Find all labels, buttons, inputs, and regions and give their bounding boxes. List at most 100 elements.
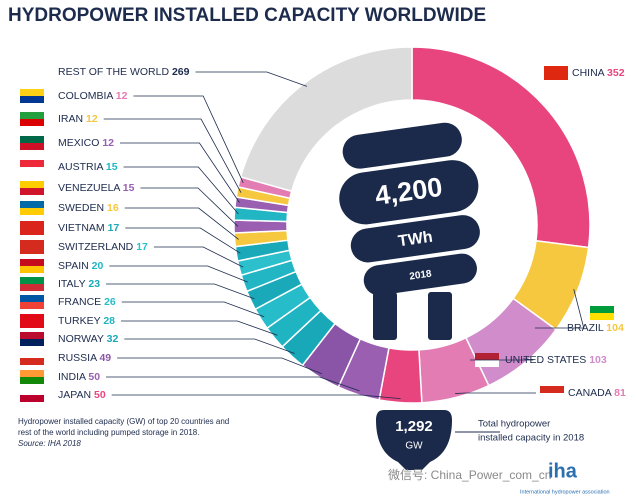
value-label: 269 [172, 66, 190, 78]
segment-label: VIETNAM 17 [58, 222, 119, 234]
segment-label: JAPAN 50 [58, 389, 106, 401]
flag [20, 321, 44, 328]
bulb-leg [373, 292, 397, 340]
category-name: SPAIN [58, 260, 89, 272]
bulb-band [363, 253, 477, 296]
note: rest of the world including pumped stora… [18, 428, 199, 437]
flag [544, 73, 568, 80]
flag [590, 313, 614, 320]
value-label: 12 [116, 90, 128, 102]
flag [20, 266, 44, 273]
watermark: 微信号: China_Power_com_cn [388, 468, 551, 482]
segment-label: UNITED STATES 103 [505, 354, 607, 366]
category-name: UNITED STATES [505, 354, 586, 366]
leader-line [117, 357, 322, 375]
segment-label: RUSSIA 49 [58, 352, 111, 364]
category-name: JAPAN [58, 389, 91, 401]
value-label: 32 [107, 333, 119, 345]
bulb-base [376, 410, 452, 470]
flag [20, 208, 44, 215]
flag [475, 353, 499, 360]
leader-line [121, 301, 265, 318]
category-name: FRANCE [58, 296, 101, 308]
logo: iha [548, 460, 578, 482]
value-label: 17 [108, 222, 120, 234]
segment-label: FRANCE 26 [58, 296, 116, 308]
flag [20, 259, 44, 266]
value-label: 26 [104, 296, 116, 308]
leader-line [195, 71, 308, 87]
logo-subtitle: International hydropower association [520, 489, 610, 495]
total-value: 1,292 [395, 418, 433, 435]
flag [20, 377, 44, 384]
flag [20, 143, 44, 150]
value-label: 16 [107, 202, 119, 214]
category-name: INDIA [58, 371, 86, 383]
flag [20, 119, 44, 126]
leader-line [470, 358, 534, 361]
leader-line [125, 227, 241, 254]
donut-segment [239, 46, 413, 193]
category-name: TURKEY [58, 315, 101, 327]
leader-line [103, 118, 242, 193]
value-label: 49 [99, 352, 111, 364]
value-label: 104 [606, 322, 624, 334]
leader-line [123, 166, 239, 215]
segment-label: AUSTRIA 15 [58, 161, 118, 173]
category-name: ITALY [58, 278, 86, 290]
flag [20, 295, 44, 302]
total-label: Total hydropower [478, 419, 550, 430]
segment-label: REST OF THE WORLD 269 [58, 66, 190, 78]
category-name: SWEDEN [58, 202, 104, 214]
segment-label: VENEZUELA 15 [58, 182, 135, 194]
flag [475, 360, 499, 367]
flag [20, 89, 44, 96]
category-name: REST OF THE WORLD [58, 66, 169, 78]
total-unit: GW [405, 441, 423, 452]
leader-line [455, 392, 536, 394]
flag [540, 393, 564, 400]
segment-label: NORWAY 32 [58, 333, 118, 345]
segment-label: IRAN 12 [58, 113, 98, 125]
value-label: 12 [102, 137, 114, 149]
leader-line [106, 376, 360, 392]
flag [20, 339, 44, 346]
leader-line [133, 95, 244, 184]
bulb-band [339, 160, 479, 225]
flag [20, 96, 44, 103]
value-label: 50 [94, 389, 106, 401]
flag [590, 306, 614, 313]
source: Source: IHA 2018 [18, 439, 81, 448]
flag [20, 332, 44, 339]
flag [20, 284, 44, 291]
value-label: 15 [123, 182, 135, 194]
flag [20, 247, 44, 254]
category-name: CANADA [568, 387, 612, 399]
leader-line [120, 142, 240, 203]
value-label: 81 [614, 387, 626, 399]
category-name: VENEZUELA [58, 182, 120, 194]
chart-title: HYDROPOWER INSTALLED CAPACITY WORLDWIDE [8, 5, 486, 26]
segment-label: TURKEY 28 [58, 315, 115, 327]
segment-label: INDIA 50 [58, 371, 100, 383]
leader-line [121, 320, 278, 336]
flag [20, 277, 44, 284]
center-year: 2018 [409, 268, 433, 282]
segment-label: BRAZIL 104 [567, 322, 624, 334]
flag [20, 160, 44, 167]
segment-label: COLOMBIA 12 [58, 90, 128, 102]
value-label: 28 [103, 315, 115, 327]
flag [20, 240, 44, 247]
total-label: installed capacity in 2018 [478, 433, 584, 444]
value-label: 50 [88, 371, 100, 383]
segment-label: ITALY 23 [58, 278, 100, 290]
flag [20, 302, 44, 309]
category-name: COLOMBIA [58, 90, 113, 102]
category-name: IRAN [58, 113, 83, 125]
flag [20, 228, 44, 235]
leader-line [124, 338, 295, 354]
category-name: MEXICO [58, 137, 99, 149]
segment-label: MEXICO 12 [58, 137, 114, 149]
segment-label: CANADA 81 [568, 387, 626, 399]
